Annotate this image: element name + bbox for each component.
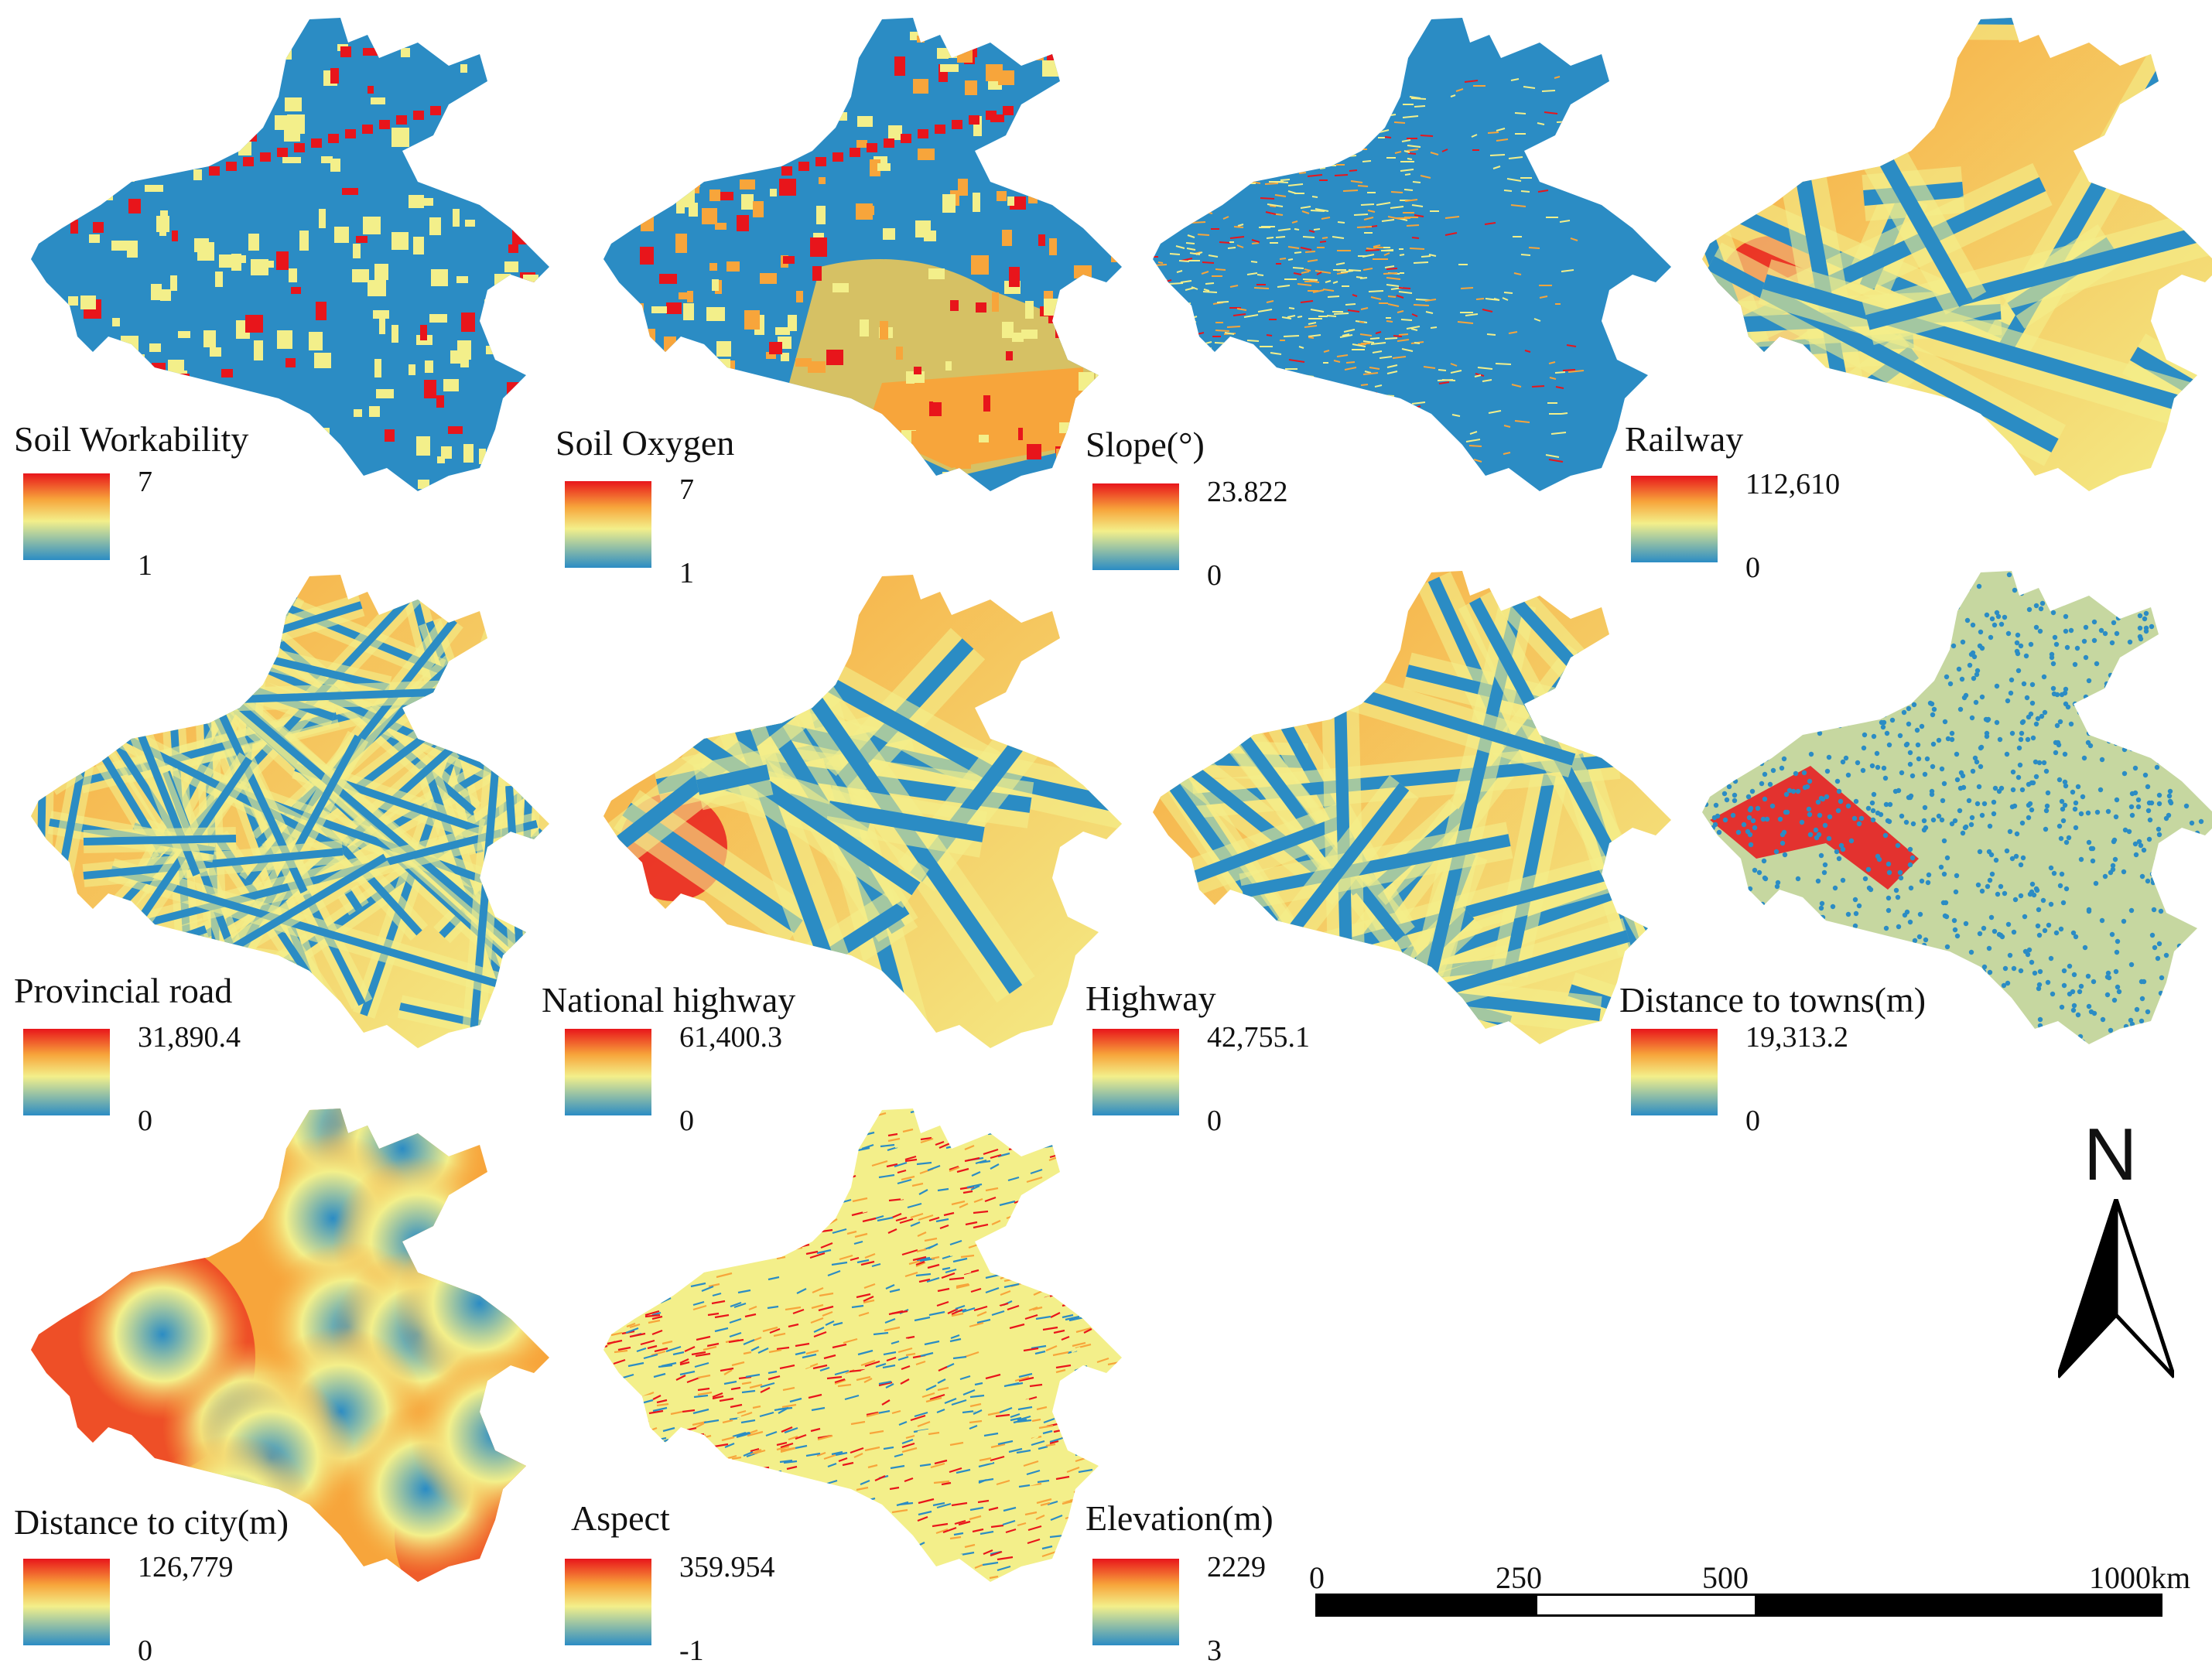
scale-bar xyxy=(1315,1594,2162,1617)
legend-color-ramp xyxy=(23,1029,110,1115)
legend-title: Distance to towns(m) xyxy=(1619,980,1927,1020)
legend-max-value: 2229 xyxy=(1207,1551,1266,1583)
map-image xyxy=(31,1108,549,1582)
legend-max-value: 359.954 xyxy=(679,1551,775,1583)
map-image xyxy=(603,18,1122,491)
map-image xyxy=(1702,18,2212,491)
legend-max-value: 23.822 xyxy=(1207,476,1288,508)
legend-max-value: 42,755.1 xyxy=(1207,1021,1310,1054)
legend-color-ramp xyxy=(1092,483,1179,570)
legend-min-value: -1 xyxy=(679,1635,704,1667)
legend-title: Aspect xyxy=(571,1498,670,1538)
legend-color-ramp xyxy=(565,481,651,568)
legend-max-value: 7 xyxy=(138,466,152,498)
legend-min-value: 0 xyxy=(1207,1105,1222,1137)
scale-bar-segment xyxy=(1535,1594,1757,1617)
north-arrow-icon xyxy=(2058,1199,2174,1378)
legend-title: Highway xyxy=(1085,979,1216,1018)
legend-color-ramp xyxy=(23,473,110,560)
map-image xyxy=(1153,571,1671,1044)
legend-title: Soil Workability xyxy=(14,419,249,459)
legend-color-ramp xyxy=(1092,1029,1179,1115)
north-label: N xyxy=(2084,1113,2138,1196)
legend-color-ramp xyxy=(1092,1559,1179,1645)
legend-min-value: 0 xyxy=(1745,552,1760,584)
scale-label-0: 0 xyxy=(1309,1560,1325,1595)
scale-bar-segment xyxy=(1755,1594,2162,1617)
legend-min-value: 1 xyxy=(138,549,152,582)
map-image xyxy=(1153,18,1671,491)
map-image xyxy=(31,575,549,1048)
legend-title: Slope(°) xyxy=(1085,425,1205,464)
legend-title: National highway xyxy=(542,980,796,1020)
legend-min-value: 1 xyxy=(679,557,694,589)
legend-title: Soil Oxygen xyxy=(556,423,735,463)
legend-color-ramp xyxy=(1631,1029,1718,1115)
legend-title: Provincial road xyxy=(14,971,233,1010)
map-image xyxy=(603,575,1122,1048)
legend-min-value: 0 xyxy=(679,1105,694,1137)
scale-label-1000km: 1000km xyxy=(2089,1560,2191,1595)
legend-color-ramp xyxy=(1631,476,1718,562)
map-image xyxy=(603,1108,1122,1582)
scale-label-250: 250 xyxy=(1496,1560,1542,1595)
legend-max-value: 31,890.4 xyxy=(138,1021,241,1054)
legend-max-value: 61,400.3 xyxy=(679,1021,782,1054)
legend-min-value: 3 xyxy=(1207,1635,1222,1667)
legend-color-ramp xyxy=(23,1559,110,1645)
legend-color-ramp xyxy=(565,1559,651,1645)
legend-max-value: 19,313.2 xyxy=(1745,1021,1848,1054)
scale-label-500: 500 xyxy=(1702,1560,1749,1595)
legend-title: Railway xyxy=(1625,419,1744,459)
legend-title: Distance to city(m) xyxy=(14,1502,289,1542)
map-image xyxy=(31,18,549,491)
legend-min-value: 0 xyxy=(138,1105,152,1137)
legend-min-value: 0 xyxy=(1207,559,1222,592)
scale-bar-segment xyxy=(1315,1594,1537,1617)
legend-min-value: 0 xyxy=(1745,1105,1760,1137)
legend-color-ramp xyxy=(565,1029,651,1115)
legend-max-value: 7 xyxy=(679,473,694,506)
legend-min-value: 0 xyxy=(138,1635,152,1667)
legend-max-value: 126,779 xyxy=(138,1551,234,1583)
legend-title: Elevation(m) xyxy=(1085,1498,1274,1538)
legend-max-value: 112,610 xyxy=(1745,468,1841,500)
